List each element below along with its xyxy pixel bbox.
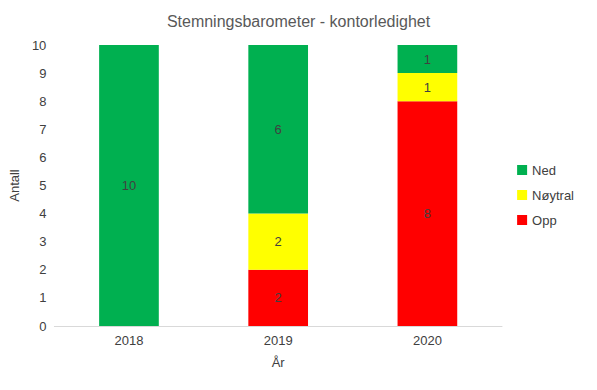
svg-text:0: 0 [39, 319, 46, 334]
svg-text:4: 4 [39, 206, 46, 221]
svg-text:Nøytral: Nøytral [532, 188, 574, 203]
svg-text:Opp: Opp [532, 213, 557, 228]
svg-text:2019: 2019 [264, 333, 293, 348]
svg-text:2018: 2018 [115, 333, 144, 348]
svg-text:1: 1 [424, 52, 431, 67]
svg-text:10: 10 [122, 178, 136, 193]
svg-text:År: År [272, 355, 286, 370]
svg-text:9: 9 [39, 66, 46, 81]
svg-text:10: 10 [32, 38, 46, 53]
svg-text:3: 3 [39, 234, 46, 249]
svg-text:1: 1 [39, 290, 46, 305]
svg-text:6: 6 [275, 122, 282, 137]
svg-text:2: 2 [275, 234, 282, 249]
svg-text:8: 8 [39, 94, 46, 109]
svg-text:Ned: Ned [532, 163, 556, 178]
svg-text:2020: 2020 [413, 333, 442, 348]
svg-text:6: 6 [39, 150, 46, 165]
svg-text:5: 5 [39, 178, 46, 193]
svg-text:Stemningsbarometer - kontorled: Stemningsbarometer - kontorledighet [167, 13, 431, 30]
svg-text:2: 2 [275, 290, 282, 305]
svg-text:8: 8 [424, 206, 431, 221]
svg-text:Antall: Antall [7, 169, 22, 202]
svg-text:7: 7 [39, 122, 46, 137]
svg-text:2: 2 [39, 262, 46, 277]
svg-text:1: 1 [424, 80, 431, 95]
